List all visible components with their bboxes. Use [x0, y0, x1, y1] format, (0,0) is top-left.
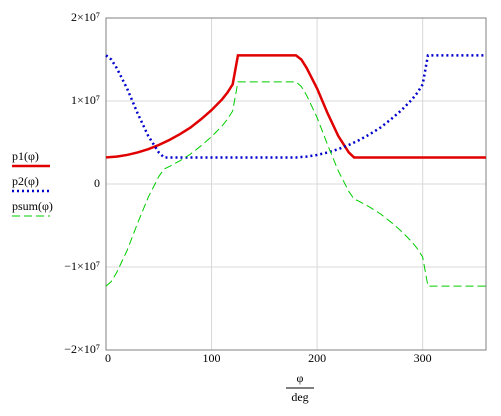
x-tick-label: 300: [414, 351, 432, 365]
series-line: [105, 54, 486, 159]
plot-frame: [105, 17, 487, 351]
y-tick-label: 2×10⁷: [71, 10, 100, 24]
y-tick-label: −2×10⁷: [64, 342, 100, 356]
x-tick-label: 0: [105, 351, 111, 365]
y-tick-label: 1×10⁷: [71, 93, 100, 107]
x-label-numerator: φ: [297, 371, 304, 385]
series-line: [105, 81, 486, 287]
legend-label: psum(φ): [12, 199, 53, 213]
y-tick-label: 0: [94, 176, 100, 190]
x-label-denominator: deg: [291, 390, 308, 404]
legend-label: p1(φ): [12, 149, 39, 163]
y-tick-label: −1×10⁷: [64, 259, 100, 273]
series-line: [105, 54, 486, 159]
x-tick-label: 200: [308, 351, 326, 365]
x-tick-label: 100: [203, 351, 221, 365]
legend-label: p2(φ): [12, 174, 39, 188]
